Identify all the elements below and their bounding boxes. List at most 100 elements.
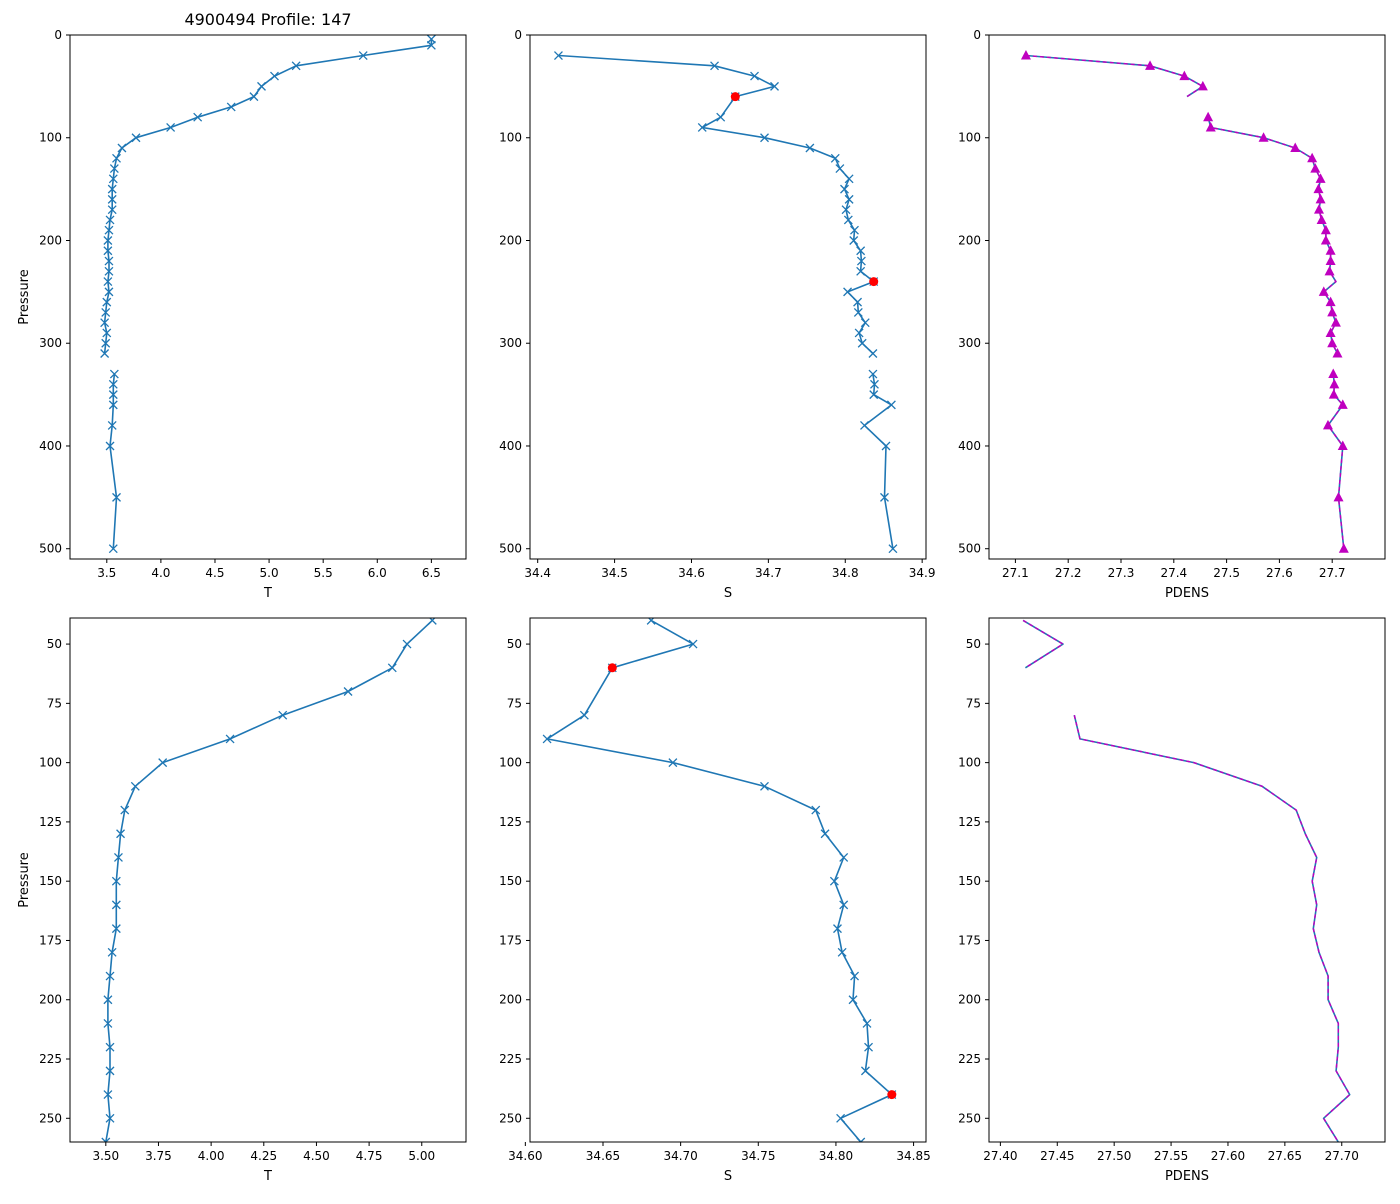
data-point (716, 112, 726, 122)
data-point (856, 266, 866, 276)
triangle-marker (1307, 152, 1318, 163)
x-tick-label: 27.2 (1055, 566, 1082, 580)
plot-area (553, 51, 898, 554)
data-point (697, 123, 707, 132)
series-line-pdens-0 (1025, 54, 1204, 98)
data-point (101, 307, 111, 317)
x-tick-label: 34.85 (896, 1149, 930, 1163)
data-point (130, 781, 140, 791)
x-tick-label: 4.75 (356, 1149, 383, 1163)
x-tick-label: 34.7 (755, 566, 782, 580)
data-point (848, 995, 858, 1005)
data-point (760, 133, 769, 143)
data-point (107, 194, 117, 204)
data-point (102, 328, 112, 338)
y-tick-label: 500 (958, 542, 981, 556)
triangle-marker (1203, 111, 1214, 122)
data-point (864, 1042, 874, 1052)
axes-frame (69, 34, 467, 560)
data-point (841, 205, 851, 215)
data-point (102, 297, 112, 307)
data-point (856, 1137, 866, 1142)
x-tick-label: 5.00 (408, 1149, 435, 1163)
data-point (109, 369, 119, 379)
y-tick-label: 150 (958, 874, 981, 888)
data-point (860, 318, 870, 328)
x-tick-label: 27.55 (1154, 1149, 1188, 1163)
x-tick-label: 3.5 (97, 566, 116, 580)
y-tick-label: 0 (54, 28, 62, 42)
triangle-marker (1325, 255, 1336, 266)
triangle-marker (1320, 234, 1331, 245)
data-point (830, 153, 840, 163)
triangle-marker (1325, 296, 1336, 307)
chart-s_zoom: 34.60 34.65 34.70 34.75 34.80 34.85 50 75 100 125… (499, 617, 931, 1184)
data-point (120, 805, 130, 815)
data-point (105, 1042, 115, 1052)
axes-frame (988, 34, 1386, 560)
y-tick-label: 500 (39, 542, 62, 556)
y-tick-label: 50 (47, 637, 62, 651)
triangle-marker (1315, 193, 1326, 204)
data-point (868, 369, 878, 379)
data-point (103, 1090, 113, 1100)
data-point (844, 174, 854, 184)
triangle-marker (1330, 317, 1341, 327)
y-tick-label: 100 (958, 131, 981, 145)
data-point (131, 133, 141, 143)
triangle-marker (1310, 163, 1321, 173)
triangle-marker (1258, 132, 1269, 142)
data-point (870, 379, 879, 389)
data-point (835, 164, 845, 174)
axes-frame (529, 34, 927, 560)
data-point (862, 1018, 872, 1028)
y-tick-label: 200 (39, 993, 62, 1007)
data-point (426, 40, 436, 50)
data-point (750, 71, 759, 81)
data-point (193, 112, 203, 122)
x-tick-label: 27.4 (1160, 566, 1187, 580)
data-point (108, 174, 118, 184)
data-point (427, 618, 437, 625)
y-tick-label: 100 (39, 131, 62, 145)
data-point (105, 441, 115, 451)
y-tick-label: 200 (499, 993, 522, 1007)
triangle-marker (1320, 224, 1331, 235)
y-tick-label: 150 (39, 874, 62, 888)
triangle-marker (1329, 378, 1340, 389)
data-point (104, 256, 114, 266)
plot-area (101, 618, 437, 1142)
series-line-t-0 (103, 39, 433, 354)
data-point (820, 829, 830, 839)
plot-area (542, 618, 897, 1142)
x-tick-label: 5.5 (314, 566, 333, 580)
data-point (166, 123, 176, 132)
x-tick-label: 34.65 (586, 1149, 620, 1163)
axes-frame (529, 617, 927, 1143)
data-point (869, 390, 879, 400)
triangle-marker (1205, 121, 1216, 132)
flag-point (607, 663, 617, 673)
axes-frame (69, 617, 467, 1143)
chart-t_zoom: 3.50 3.75 4.00 4.25 4.50 4.75 5.00 50 75 100 125 15… (17, 617, 467, 1184)
y-axis-label: Pressure (17, 269, 32, 325)
y-tick-label: 0 (514, 28, 522, 42)
triangle-marker (1324, 265, 1335, 276)
triangle-marker (1322, 419, 1333, 430)
triangle-marker (1020, 50, 1031, 60)
data-point (112, 153, 121, 163)
data-point (100, 318, 110, 328)
y-tick-label: 225 (958, 1052, 981, 1066)
data-point (105, 971, 115, 981)
data-point (760, 781, 769, 791)
data-point (843, 215, 853, 225)
y-tick-label: 175 (499, 933, 522, 947)
plot-area (1020, 50, 1349, 553)
data-point (668, 758, 678, 768)
data-point (278, 710, 288, 720)
data-point (111, 900, 121, 910)
data-point (833, 924, 842, 934)
triangle-marker (1337, 440, 1348, 450)
data-point (888, 544, 898, 554)
x-tick-label: 27.5 (1213, 566, 1240, 580)
